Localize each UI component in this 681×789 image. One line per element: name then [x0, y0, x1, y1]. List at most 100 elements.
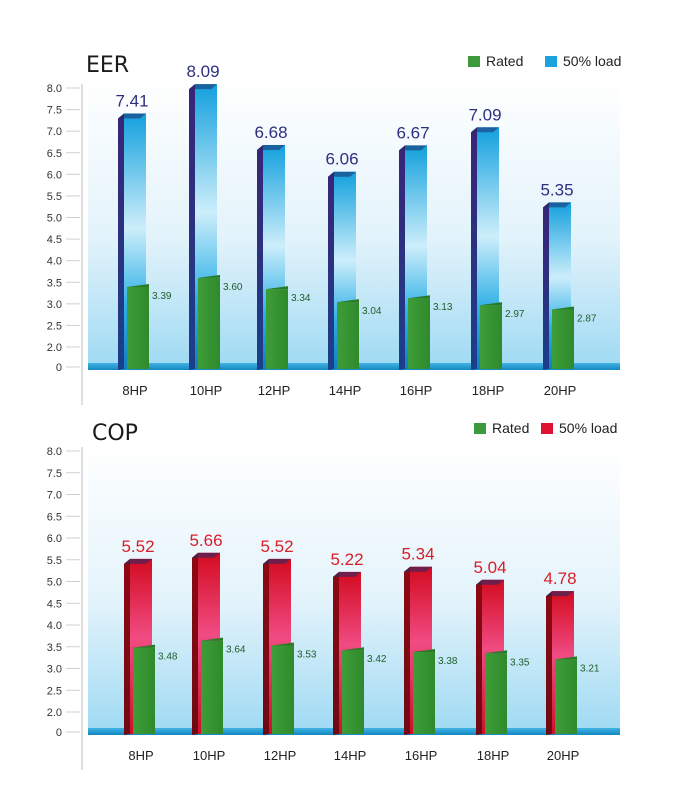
bar-load-side: [471, 127, 477, 370]
bar-rated-top: [480, 302, 502, 306]
x-tick-label: 20HP: [544, 383, 577, 398]
x-tick-label: 20HP: [547, 748, 580, 763]
bar-rated-value-label: 2.97: [505, 309, 525, 320]
x-tick-label: 16HP: [405, 748, 438, 763]
legend-label-load: 50% load: [563, 53, 621, 69]
x-tick-label: 14HP: [329, 383, 362, 398]
legend-label-rated: Rated: [486, 53, 523, 69]
bar-rated-value-label: 3.64: [226, 645, 246, 656]
bar-rated: [480, 305, 502, 369]
y-tick-label: 3.0: [47, 664, 62, 676]
bar-rated-top: [133, 644, 155, 648]
bar-rated-value-label: 3.35: [510, 657, 530, 668]
bar-rated-top: [408, 295, 430, 299]
bar-load-value-label: 5.04: [473, 558, 506, 577]
bar-load-side: [333, 571, 339, 735]
y-tick-label: 7.5: [47, 105, 62, 117]
bar-rated-value-label: 3.53: [297, 649, 317, 660]
bar-load-top: [546, 591, 574, 597]
y-tick-label: 6.0: [47, 533, 62, 545]
bar-rated-top: [266, 286, 288, 290]
y-tick-label: 6.0: [47, 169, 62, 181]
bar-load-top: [543, 202, 571, 208]
bar-rated-value-label: 3.48: [158, 652, 178, 663]
bar-load-value-label: 4.78: [543, 569, 576, 588]
bar-rated-top: [555, 656, 577, 660]
bar-load-side: [546, 591, 552, 735]
bar-load-side: [476, 579, 482, 735]
bar-rated: [272, 645, 294, 734]
y-tick-label: 3.5: [47, 277, 62, 289]
bar-rated: [201, 640, 223, 734]
bar-load-value-label: 7.09: [468, 105, 501, 124]
x-tick-label: 14HP: [334, 748, 367, 763]
bar-load-top: [124, 558, 152, 564]
bar-load-value-label: 5.52: [260, 537, 293, 556]
bar-rated: [198, 277, 220, 369]
bar-load-side: [257, 144, 263, 370]
y-tick-label: 7.0: [47, 490, 62, 502]
y-tick-label: 3.0: [47, 299, 62, 311]
y-tick-label: 5.5: [47, 555, 62, 567]
y-tick-label: 8.0: [47, 446, 62, 458]
x-tick-label: 12HP: [258, 383, 291, 398]
bar-load-side: [189, 84, 195, 371]
y-tick-label: 6.5: [47, 511, 62, 523]
x-tick-label: 18HP: [477, 748, 510, 763]
y-tick-label: 4.0: [47, 620, 62, 632]
bar-load-value-label: 6.67: [396, 123, 429, 142]
bar-rated: [413, 651, 435, 734]
bar-rated: [552, 309, 574, 369]
y-tick-label: 0: [56, 362, 62, 374]
bar-rated: [485, 653, 507, 734]
bar-load-value-label: 5.52: [121, 537, 154, 556]
x-tick-label: 10HP: [193, 748, 226, 763]
legend-swatch-load: [545, 56, 557, 67]
bar-rated-value-label: 3.21: [580, 663, 600, 674]
bar-rated-value-label: 2.87: [577, 313, 597, 324]
legend-swatch-rated: [474, 423, 486, 434]
bar-load-top: [333, 571, 361, 577]
y-tick-label: 4.5: [47, 598, 62, 610]
x-tick-label: 18HP: [472, 383, 505, 398]
bar-rated: [266, 289, 288, 369]
bar-rated-value-label: 3.38: [438, 656, 458, 667]
bar-rated-top: [201, 637, 223, 641]
bar-rated-value-label: 3.04: [362, 306, 382, 317]
bar-rated-top: [413, 648, 435, 652]
legend-label-rated: Rated: [492, 420, 529, 436]
bar-rated: [133, 647, 155, 734]
bar-rated: [337, 302, 359, 369]
bar-load-side: [404, 566, 410, 735]
legend-swatch-load: [541, 423, 553, 434]
bar-load-value-label: 5.66: [189, 531, 222, 550]
y-tick-label: 5.0: [47, 577, 62, 589]
y-tick-label: 3.5: [47, 642, 62, 654]
bar-load-value-label: 8.09: [186, 62, 219, 81]
bar-load-top: [399, 145, 427, 151]
bar-load-side: [399, 145, 405, 370]
chart-title: EER: [86, 53, 129, 78]
bar-rated-value-label: 3.13: [433, 302, 453, 313]
bar-rated: [127, 286, 149, 369]
x-tick-label: 8HP: [128, 748, 153, 763]
bar-rated-top: [198, 274, 220, 278]
bar-rated-value-label: 3.60: [223, 282, 243, 293]
bar-load-side: [328, 171, 334, 370]
y-tick-label: 2.5: [47, 320, 62, 332]
bar-rated: [555, 659, 577, 734]
bar-load-side: [118, 113, 124, 371]
y-tick-label: 5.0: [47, 213, 62, 225]
cop-chart: COP 0 2.0 2.5 3.0 3.5 4.0 4.5 5.0 5.5 6.0 6.5 7.0 7.5…: [47, 420, 620, 770]
legend-label-load: 50% load: [559, 420, 617, 436]
y-tick-label: 2.5: [47, 685, 62, 697]
bar-load-top: [263, 558, 291, 564]
eer-chart: EER 0 2.0 2.5 3.0 3.5 4.0 4.5 5.0 5.5 6.0 6.5 7.0 7.5…: [47, 53, 621, 405]
bar-load-value-label: 6.06: [325, 150, 358, 169]
y-tick-label: 0: [56, 727, 62, 739]
bar-load-top: [471, 127, 499, 133]
bar-load-value-label: 5.35: [540, 180, 573, 199]
x-tick-label: 10HP: [190, 383, 223, 398]
bar-load-top: [192, 552, 220, 558]
